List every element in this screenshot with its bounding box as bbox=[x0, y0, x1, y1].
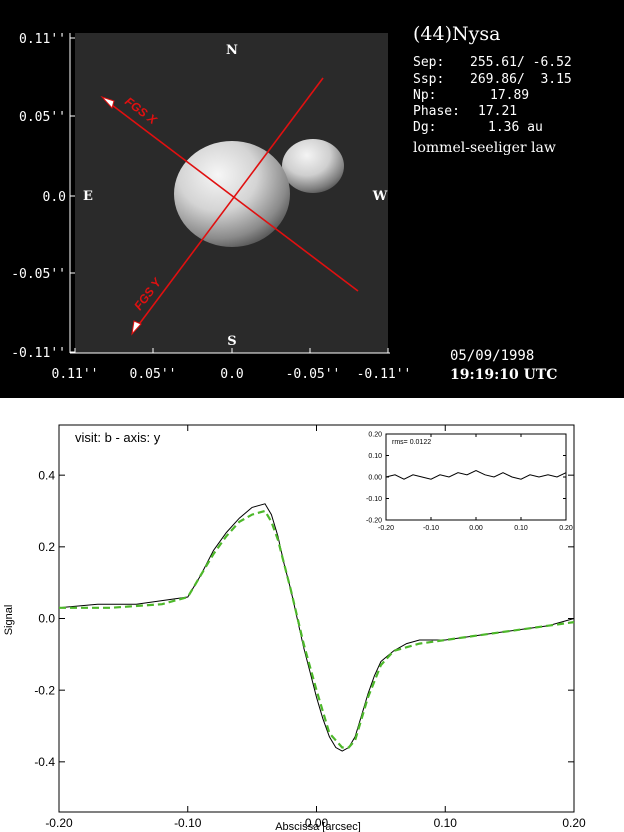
observed-signal-line bbox=[58, 503, 575, 752]
model-view-panel: 0.11'' 0.05'' 0.0 -0.05'' -0.11'' 0.11''… bbox=[0, 0, 624, 398]
x-tick-label: 0.00 bbox=[305, 816, 329, 830]
fgs-axes bbox=[103, 77, 359, 332]
chart-title: visit: b - axis: y bbox=[75, 430, 161, 445]
y-tick-label: -0.20 bbox=[366, 517, 382, 524]
main-axes: -0.20 -0.10 0.00 0.10 0.20 0.4 0.2 0.0 -0.2 -0.4 bbox=[34, 425, 586, 830]
inset-series-group bbox=[385, 470, 567, 480]
x-tick-label: 0.10 bbox=[514, 525, 528, 532]
observed-signal-line bbox=[385, 470, 567, 480]
info-value: 17.89 bbox=[490, 88, 529, 103]
y-tick-label: 0.4 bbox=[38, 468, 55, 482]
x-tick-label: 0.0 bbox=[220, 367, 243, 382]
y-tick-marks bbox=[70, 37, 75, 353]
y-tick-label: 0.0 bbox=[43, 190, 66, 205]
x-tick-label: -0.20 bbox=[378, 525, 394, 532]
scattering-law: lommel-seeliger law bbox=[413, 140, 556, 156]
info-value: 17.21 bbox=[478, 104, 517, 119]
observation-date: 05/09/1998 bbox=[450, 348, 534, 364]
x-tick-label: 0.11'' bbox=[52, 367, 99, 382]
x-tick-label: -0.11'' bbox=[357, 367, 412, 382]
model-fit-line bbox=[59, 509, 575, 749]
inset-axes: -0.20 -0.10 0.00 0.10 0.20 0.20 0.10 0.00 -0.10 -… bbox=[366, 431, 573, 532]
observation-time: 19:19:10 UTC bbox=[450, 367, 557, 383]
x-tick-label: -0.10 bbox=[174, 816, 202, 830]
object-name: (44)Nysa bbox=[413, 23, 500, 45]
compass-south: S bbox=[227, 334, 236, 349]
y-tick-label: -0.4 bbox=[34, 755, 55, 769]
plot-frame bbox=[69, 33, 390, 354]
inset-plot-frame bbox=[385, 433, 567, 521]
inset-rms-label: rms= 0.0122 bbox=[392, 439, 431, 446]
fgs-x-arrow-icon bbox=[100, 95, 115, 110]
y-tick-label: -0.05'' bbox=[11, 267, 66, 282]
fgs-signal-chart: -0.20 -0.10 0.00 0.10 0.20 0.4 0.2 0.0 -0.2 -0.4 … bbox=[0, 398, 624, 832]
x-tick-label: 0.20 bbox=[562, 816, 586, 830]
info-value: 269.86/ 3.15 bbox=[470, 72, 572, 87]
y-tick-label: -0.2 bbox=[34, 683, 55, 697]
x-tick-label: 0.10 bbox=[434, 816, 458, 830]
asteroid-model bbox=[174, 139, 344, 247]
compass-east: E bbox=[83, 189, 93, 204]
compass-west: W bbox=[372, 189, 388, 204]
y-tick-label: -0.10 bbox=[366, 496, 382, 503]
y-axis-label: Signal bbox=[3, 605, 15, 636]
x-tick-label: -0.05'' bbox=[286, 367, 341, 382]
y-tick-label: -0.11'' bbox=[11, 346, 66, 361]
x-tick-label: 0.20 bbox=[559, 525, 573, 532]
x-axis-label: Abscissa [arcsec] bbox=[275, 821, 361, 832]
compass-north: N bbox=[226, 43, 238, 58]
y-tick-label: 0.00 bbox=[368, 474, 382, 481]
y-tick-label: 0.20 bbox=[368, 431, 382, 438]
main-series-group bbox=[58, 503, 575, 752]
model-view-svg: 0.11'' 0.05'' 0.0 -0.05'' -0.11'' 0.11''… bbox=[11, 23, 572, 383]
y-tick-label: 0.0 bbox=[38, 612, 55, 626]
x-tick-marks bbox=[74, 348, 389, 353]
asteroid-main-lobe bbox=[174, 141, 290, 247]
x-tick-label: 0.00 bbox=[469, 525, 483, 532]
info-value: 1.36 au bbox=[488, 120, 543, 135]
asteroid-small-lobe bbox=[282, 139, 344, 193]
info-label: Dg: bbox=[413, 120, 436, 135]
info-label: Ssp: bbox=[413, 72, 444, 87]
signal-chart-svg: -0.20 -0.10 0.00 0.10 0.200.40.20.0-0.2-0.4 … bbox=[3, 424, 586, 832]
fgs-y-axis bbox=[133, 77, 324, 332]
y-tick-label: 0.10 bbox=[368, 453, 382, 460]
fgs-x-axis bbox=[103, 98, 359, 292]
info-label: Phase: bbox=[413, 104, 460, 119]
x-tick-label: 0.05'' bbox=[130, 367, 177, 382]
info-label: Sep: bbox=[413, 55, 444, 70]
x-tick-label: -0.10 bbox=[423, 525, 439, 532]
y-tick-label: 0.2 bbox=[38, 540, 55, 554]
y-tick-label: 0.11'' bbox=[19, 32, 66, 47]
info-value: 255.61/ -6.52 bbox=[470, 55, 572, 70]
x-tick-label: -0.20 bbox=[45, 816, 73, 830]
fgs-y-arrow-icon bbox=[131, 320, 142, 336]
y-tick-label: 0.05'' bbox=[19, 110, 66, 125]
info-label: Np: bbox=[413, 88, 436, 103]
